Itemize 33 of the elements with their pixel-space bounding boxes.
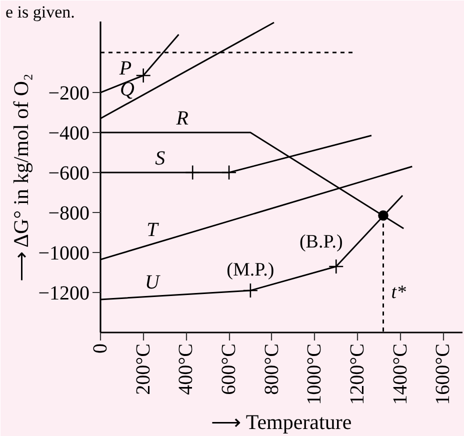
y-tick-label: −600 xyxy=(48,162,90,184)
x-axis-title: ⟶ Temperature xyxy=(210,410,352,434)
point xyxy=(328,258,344,274)
series-label: T xyxy=(146,219,160,242)
x-tick-label: 1000°C xyxy=(304,343,326,405)
x-tick-label: 0 xyxy=(90,344,112,354)
series-label: Q xyxy=(120,78,135,101)
annotation: (B.P.) xyxy=(299,232,343,252)
series-label: P xyxy=(118,58,132,80)
x-tick-label: 200°C xyxy=(132,343,154,395)
x-tick-label: 1200°C xyxy=(346,343,369,405)
y-tick-label: −200 xyxy=(48,82,90,104)
y-tick-label: −800 xyxy=(48,202,90,224)
point xyxy=(136,68,151,84)
point xyxy=(184,164,200,180)
x-tick-label: 400°C xyxy=(175,343,198,395)
series-label: U xyxy=(144,271,161,294)
y-tick-label: −1200 xyxy=(38,282,90,304)
y-tick-label: −400 xyxy=(48,122,90,144)
series-label: R xyxy=(175,108,188,130)
annotation: t* xyxy=(391,282,407,303)
series-label: S xyxy=(155,148,166,170)
x-tick-label: 600°C xyxy=(218,343,240,395)
x-tick-label: 1600°C xyxy=(432,343,454,405)
point xyxy=(242,282,258,298)
y-axis-title: ⟶ ΔG° in kg/mol of O₂ xyxy=(9,74,34,282)
text: e is given. xyxy=(6,2,75,22)
x-tick-label: 1400°C xyxy=(389,343,412,405)
x-tick-label: 800°C xyxy=(260,343,283,395)
point xyxy=(378,210,388,221)
annotation: (M.P.) xyxy=(226,260,274,280)
point xyxy=(221,164,237,180)
y-tick-label: −1000 xyxy=(38,242,90,264)
